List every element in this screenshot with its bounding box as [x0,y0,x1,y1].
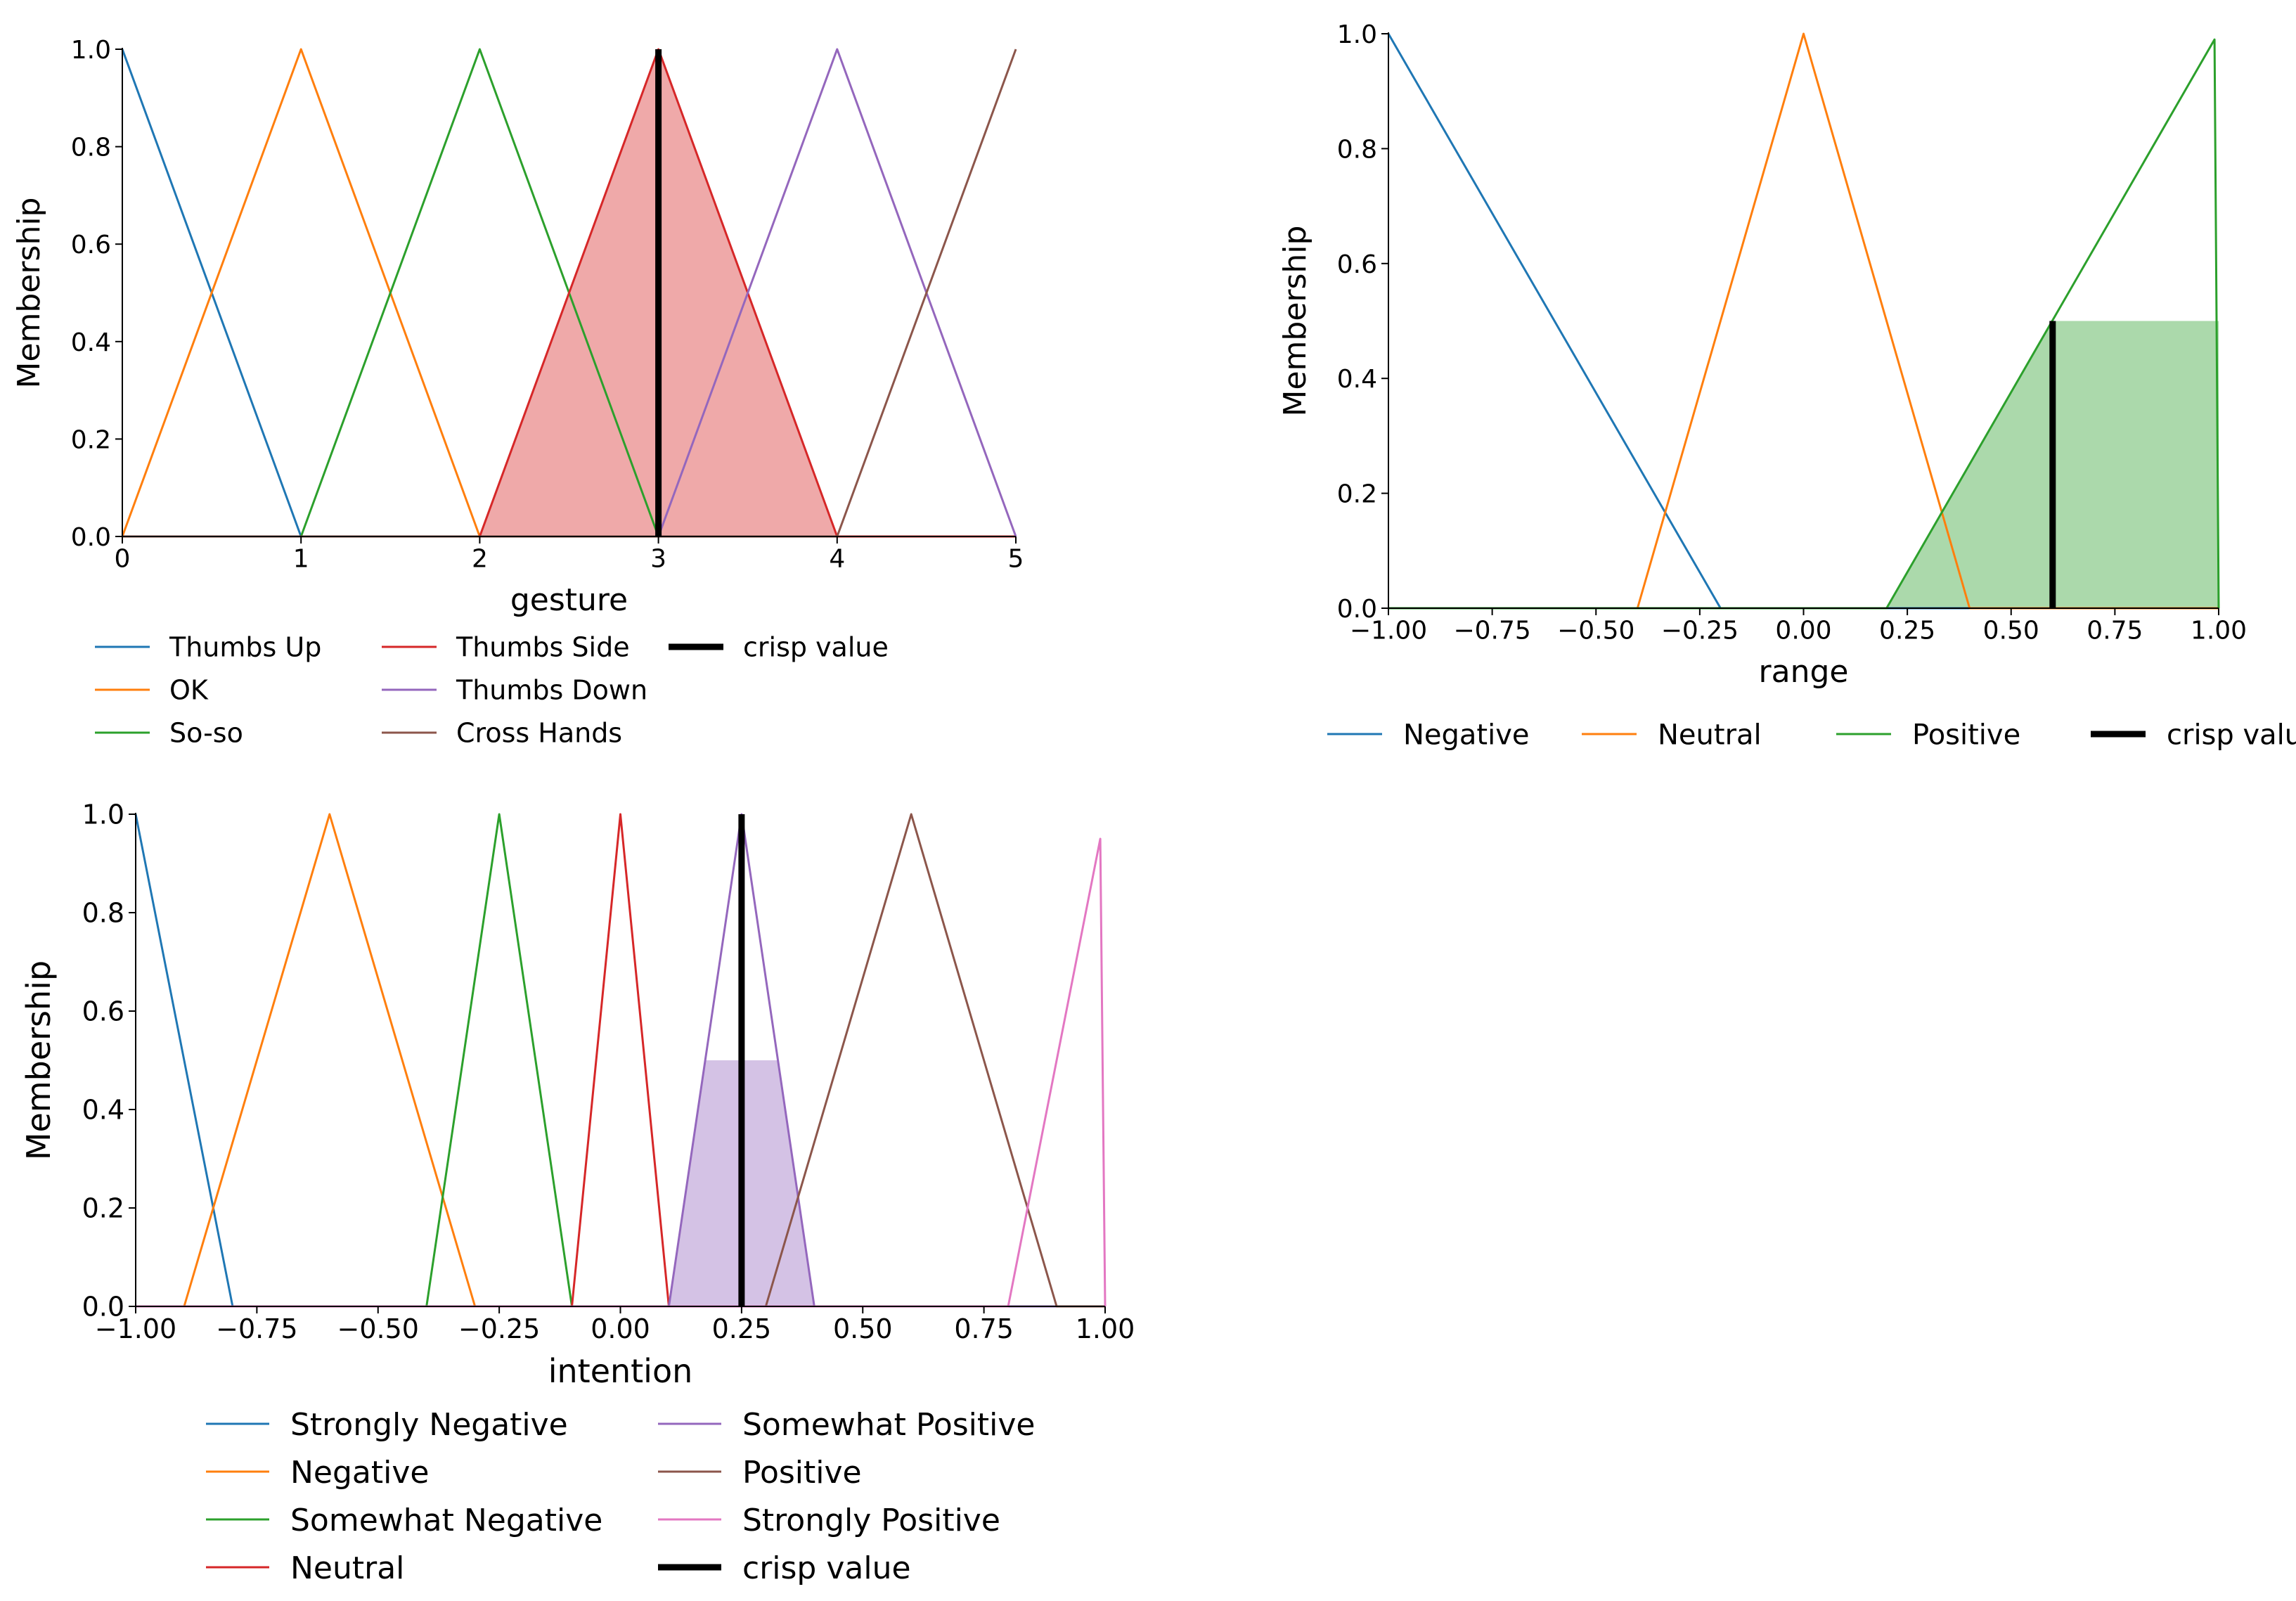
chart-panel-2: −1.00 −0.75 −0.50 −0.25 0.00 0.25 0.50 0.75 1.00… [1277,20,2296,751]
x-tick-label: −0.25 [458,1313,540,1344]
legend-label-thumbs-side: Thumbs Side [456,632,630,663]
legend-label-thumbs-down: Thumbs Down [456,675,647,706]
chart-panel-3: −1.00 −0.75 −0.50 −0.25 0.00 0.25 0.50 0.75 1.00… [20,799,1135,1586]
x-tick-label: 0.25 [712,1313,772,1344]
legend-label-strongly-positive: Strongly Positive [742,1503,1000,1538]
legend-label-crisp-value: crisp value [743,632,889,663]
series-line-somewhat-positive [136,813,1105,1308]
y-tick-label: 0.6 [82,996,124,1027]
y-tick-label: 0.8 [82,898,124,929]
x-tick-label: 0.00 [591,1313,650,1344]
x-tick-label: 4 [829,545,845,574]
y-tick-label: 0.0 [71,523,111,552]
y-tick-label: 0.4 [71,328,111,357]
x-tick-label: 2 [472,545,488,574]
series-line-negative [136,813,1105,1308]
legend-label-neutral: Neutral [290,1550,404,1586]
x-tick-label: 1.00 [2191,617,2247,645]
series-line-somewhat-negative [136,813,1105,1308]
x-tick-label: −0.75 [216,1313,297,1344]
x-tick-label: −1.00 [95,1313,176,1344]
x-axis-label: intention [548,1352,693,1390]
legend: Thumbs Up OK So-so Thumbs Side Thumbs Down Cr… [95,632,889,749]
legend: Negative Neutral Positive crisp value [1327,719,2296,751]
y-tick-label: 0.4 [1337,365,1377,394]
legend-label-crisp-value: crisp value [2167,719,2296,751]
y-axis-label: Membership [11,198,47,389]
legend-label-ok: OK [169,675,209,706]
x-tick-label: 1.00 [1076,1313,1135,1344]
series-line-positive [136,813,1105,1308]
y-tick-label: 1.0 [1337,20,1377,49]
x-tick-label: 0.75 [954,1313,1014,1344]
y-axis-label: Membership [1277,226,1313,417]
legend-label-positive: Positive [742,1455,862,1491]
series-line-neutral [136,813,1105,1308]
y-tick-label: 0.8 [71,134,111,162]
x-tick-label: −1.00 [1350,617,1427,645]
chart-panel-1: 0 1 2 3 4 5 0.0 0.2 0.4 0.6 0.8 1.0 gesture Membershi… [11,36,1024,749]
x-tick-label: 0.50 [833,1313,893,1344]
x-axis-label: gesture [510,582,628,618]
y-tick-label: 0.2 [1337,480,1377,509]
y-axis-label: Membership [20,960,58,1160]
legend-label-so-so: So-so [169,718,243,749]
x-tick-label: −0.25 [1661,617,1739,645]
x-tick-label: 0.00 [1775,617,1831,645]
legend-label-positive: Positive [1912,719,2020,751]
y-tick-label: 0.2 [71,425,111,454]
legend-label-thumbs-up: Thumbs Up [169,632,321,663]
x-tick-label: 0.25 [1879,617,1935,645]
legend-label-somewhat-negative: Somewhat Negative [290,1503,602,1538]
y-tick-label: 0.6 [71,231,111,259]
x-tick-label: 3 [650,545,666,574]
x-tick-label: −0.50 [1557,617,1634,645]
legend-label-negative: Negative [1403,719,1530,751]
x-tick-label: −0.75 [1453,617,1530,645]
y-tick-label: 0.6 [1337,250,1377,279]
x-axis-label: range [1759,654,1849,690]
x-tick-label: 0.50 [1983,617,2039,645]
series-line-strongly-negative [134,814,1105,1308]
legend-label-strongly-negative: Strongly Negative [290,1407,568,1443]
x-tick-label: −0.50 [337,1313,419,1344]
y-tick-label: 0.2 [82,1193,124,1224]
series-line-strongly-positive [136,837,1107,1308]
y-tick-label: 0.4 [82,1095,124,1126]
legend: Strongly Negative Negative Somewhat Negati… [206,1407,1035,1586]
x-tick-label: 1 [293,545,309,574]
legend-label-somewhat-positive: Somewhat Positive [742,1407,1035,1443]
x-tick-label: 0 [115,545,131,574]
legend-label-negative: Negative [290,1455,429,1491]
x-tick-label: 5 [1008,545,1024,574]
legend-label-crisp-value: crisp value [742,1550,911,1586]
legend-label-cross-hands: Cross Hands [456,718,622,749]
y-tick-label: 0.8 [1337,135,1377,164]
y-tick-label: 0.0 [82,1292,124,1323]
legend-label-neutral: Neutral [1658,719,1762,751]
y-tick-label: 1.0 [71,36,111,65]
y-tick-label: 1.0 [82,799,124,830]
y-tick-label: 0.0 [1337,595,1377,624]
x-tick-label: 0.75 [2087,617,2143,645]
